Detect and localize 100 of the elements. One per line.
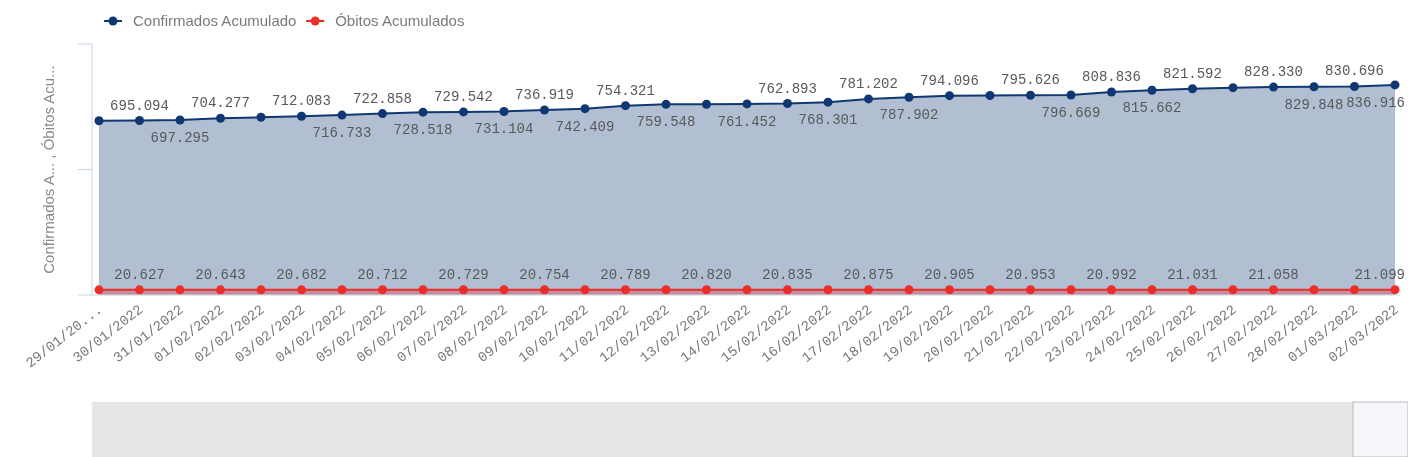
data-label: 736.919 [515,87,574,104]
data-label: 796.669 [1041,105,1101,122]
point [1309,82,1319,92]
data-label: 20.682 [276,266,327,283]
data-label: 768.301 [798,112,858,129]
point [256,285,266,295]
data-label: 21.058 [1248,266,1299,283]
data-label: 808.836 [1082,68,1141,85]
data-label: 742.409 [555,118,615,135]
point [1269,82,1278,92]
data-label: 20.953 [1005,266,1056,283]
point [1228,285,1238,295]
data-label: 20.789 [600,266,651,283]
point [94,116,104,126]
point [499,106,509,116]
data-label: 20.905 [924,266,975,283]
point [418,107,428,117]
point [1350,285,1359,295]
data-label: 21.031 [1167,266,1218,283]
point [823,285,833,295]
point [378,109,387,119]
data-label: 697.295 [150,129,210,146]
point [1188,84,1197,94]
point [1188,285,1197,295]
data-label: 716.733 [312,125,372,142]
point [1228,83,1238,93]
data-label: 795.626 [1001,72,1060,89]
point [985,90,995,100]
data-label: 20.992 [1086,266,1137,283]
point [540,105,549,115]
point [702,285,711,295]
data-label: 828.330 [1244,64,1303,81]
point [580,104,590,114]
point [621,285,630,295]
point [1107,285,1116,295]
data-label: 712.083 [272,93,331,110]
data-label: 20.835 [762,266,813,283]
point [1390,80,1400,90]
point [94,285,104,295]
legend-label: Óbitos Acumulados [335,12,465,29]
point [1026,90,1035,100]
point [1107,87,1116,97]
data-label: 20.754 [519,266,570,283]
point [1309,285,1319,295]
y-axis-title: Confirmados A... , Óbitos Acu... [40,65,57,274]
data-label: 815.662 [1122,100,1182,117]
data-label: 20.729 [438,266,489,283]
point [742,99,752,109]
point [985,285,995,295]
data-label: 20.875 [843,266,894,283]
data-label: 729.542 [434,88,493,105]
point [1269,285,1278,295]
data-label: 787.902 [879,107,939,124]
data-label: 722.858 [353,90,412,107]
data-label: 762.893 [758,80,817,97]
point [904,285,914,295]
point [904,92,914,102]
point [175,285,185,295]
data-label: 20.712 [357,266,408,283]
data-label: 761.452 [717,113,777,130]
point [864,285,873,295]
point [783,285,792,295]
point [864,94,873,104]
point [1066,90,1076,100]
data-label: 731.104 [474,121,534,138]
point [783,99,792,109]
point [661,99,671,109]
point [135,285,144,295]
point [418,285,428,295]
point [1390,285,1400,295]
data-label: 829.848 [1284,96,1344,113]
point [823,97,833,107]
point [621,101,630,111]
point [1026,285,1035,295]
point [580,285,590,295]
point [297,285,306,295]
data-label: 830.696 [1325,63,1384,80]
point [216,285,225,295]
point [661,285,671,295]
data-label: 781.202 [839,75,898,92]
point [499,285,509,295]
data-label: 759.548 [636,114,696,131]
data-label: 20.820 [681,266,732,283]
legend-label: Confirmados Acumulado [133,12,297,29]
data-label: 695.094 [110,97,169,114]
data-label: 794.096 [920,72,979,89]
point [1066,285,1076,295]
point [337,285,347,295]
point [1147,285,1157,295]
data-label: 20.643 [195,266,246,283]
data-label: 20.627 [114,266,165,283]
point [540,285,549,295]
point [1147,85,1157,95]
data-label: 728.518 [393,122,453,139]
point [378,285,387,295]
point [702,99,711,109]
point [216,113,225,123]
data-label: 704.277 [191,95,250,112]
point [945,91,954,101]
point [1350,82,1359,91]
